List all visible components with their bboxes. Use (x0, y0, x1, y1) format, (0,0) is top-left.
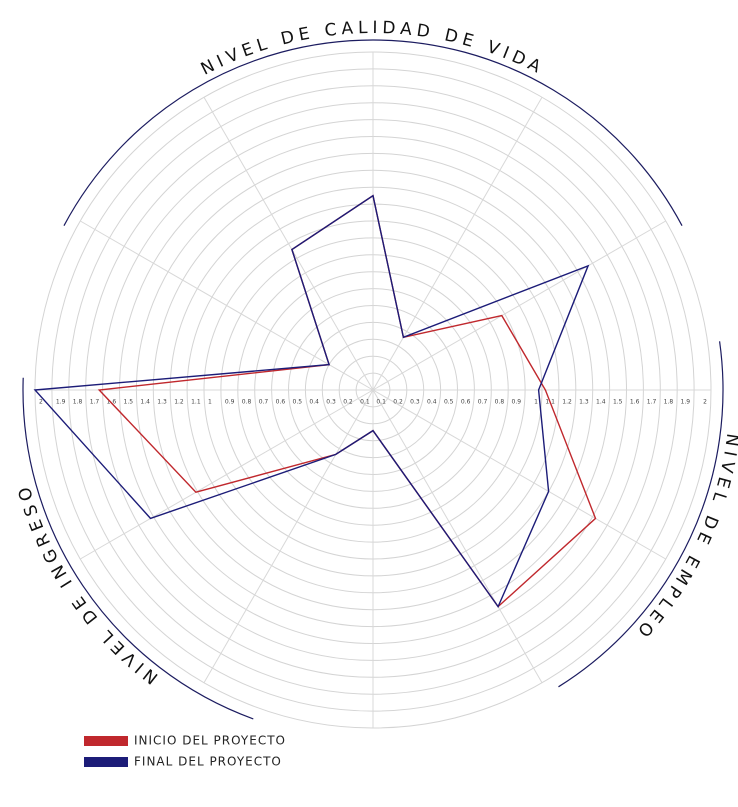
axis-arc (63, 39, 683, 226)
legend-label: INICIO DEL PROYECTO (134, 734, 286, 748)
tick-label: 0.9 (512, 399, 522, 406)
spoke (372, 389, 666, 560)
spoke (372, 97, 543, 391)
tick-label: 0.6 (276, 399, 286, 406)
axis-label: NIVEL DE EMPLEO (630, 432, 738, 644)
tick-label: 1.2 (562, 399, 572, 406)
tick-label: 1 (534, 399, 538, 406)
axis-arc (558, 341, 724, 688)
spoke (203, 389, 374, 683)
spoke (80, 220, 374, 391)
legend-swatch (84, 736, 128, 746)
axis-label-path: NIVEL DE INGRESO (13, 480, 157, 688)
tick-label: 0.9 (225, 399, 235, 406)
tick-label: 0.7 (478, 399, 488, 406)
spoke (80, 389, 374, 560)
legend-label: FINAL DEL PROYECTO (134, 755, 282, 769)
tick-label: 1.4 (596, 399, 606, 406)
spoke (372, 220, 666, 391)
tick-label: 0.2 (343, 399, 353, 406)
tick-label: 2 (39, 399, 43, 406)
tick-label: 0.1 (360, 399, 370, 406)
tick-label: 2 (703, 399, 707, 406)
axis-label: NIVEL DE INGRESO (13, 480, 162, 688)
tick-label: 0.3 (326, 399, 336, 406)
tick-label: 0.7 (259, 399, 269, 406)
axis-label-path: NIVEL DE EMPLEO (630, 432, 737, 644)
tick-label: 1.1 (191, 399, 201, 406)
tick-label: 1.7 (647, 399, 657, 406)
tick-label: 0.1 (376, 399, 386, 406)
tick-label: 1.9 (56, 399, 66, 406)
tick-label: 0.5 (293, 399, 303, 406)
tick-label: 0.8 (495, 399, 505, 406)
tick-label: 1.9 (681, 399, 691, 406)
tick-label: 1.4 (140, 399, 150, 406)
spoke (203, 97, 374, 391)
tick-label: 1.5 (124, 399, 134, 406)
tick-label: 1.3 (157, 399, 167, 406)
tick-label: 0.4 (427, 399, 437, 406)
tick-label: 1.7 (90, 399, 100, 406)
tick-label: 0.8 (242, 399, 252, 406)
tick-label: 1.8 (664, 399, 674, 406)
tick-label: 1.5 (613, 399, 623, 406)
legend-swatch (84, 757, 128, 767)
tick-label: 0.4 (309, 399, 319, 406)
tick-label: 0.6 (461, 399, 471, 406)
tick-label: 0.2 (393, 399, 403, 406)
axis-arc (22, 377, 254, 720)
tick-label: 1.8 (73, 399, 83, 406)
tick-label: 1 (208, 399, 212, 406)
tick-label: 0.3 (410, 399, 420, 406)
spoke (372, 389, 543, 683)
series-line (33, 194, 590, 609)
tick-label: 0.5 (444, 399, 454, 406)
tick-label: 1.2 (174, 399, 184, 406)
tick-label: 1.3 (579, 399, 589, 406)
tick-label: 1.6 (630, 399, 640, 406)
